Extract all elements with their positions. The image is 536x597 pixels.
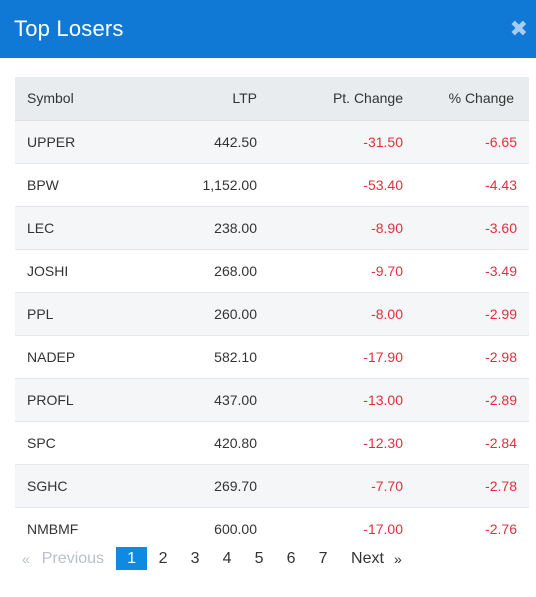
table-row[interactable]: PPL 260.00 -8.00 -2.99 [15,291,529,335]
next-arrow-icon[interactable]: » [393,550,402,567]
cell-pct-change: -2.84 [415,420,529,464]
cell-ltp: 442.50 [149,119,269,163]
cell-pt-change: -8.00 [269,291,415,335]
cell-symbol: NMBMF [15,506,149,550]
cell-ltp: 268.00 [149,248,269,292]
cell-pct-change: -4.43 [415,162,529,206]
cell-ltp: 420.80 [149,420,269,464]
table-row[interactable]: PROFL 437.00 -13.00 -2.89 [15,377,529,421]
modal-header: Top Losers ✖ [0,0,536,58]
page-button-1[interactable]: 1 [116,547,148,570]
cell-pt-change: -12.30 [269,420,415,464]
cell-pct-change: -3.49 [415,248,529,292]
cell-symbol: SGHC [15,463,149,507]
cell-symbol: UPPER [15,119,149,163]
page-button-6[interactable]: 6 [286,549,296,567]
pagination: « Previous 1 2 3 4 5 6 7 Next » [22,546,402,571]
cell-pct-change: -6.65 [415,119,529,163]
cell-ltp: 238.00 [149,205,269,249]
previous-page-button: Previous [41,549,105,567]
cell-pct-change: -3.60 [415,205,529,249]
cell-pt-change: -13.00 [269,377,415,421]
cell-ltp: 437.00 [149,377,269,421]
close-icon[interactable]: ✖ [509,16,528,41]
cell-symbol: NADEP [15,334,149,378]
page-button-3[interactable]: 3 [190,549,200,567]
cell-symbol: LEC [15,205,149,249]
column-header-symbol[interactable]: Symbol [15,77,149,121]
top-losers-table-container: Symbol LTP Pt. Change % Change UPPER 442.… [15,77,529,550]
cell-symbol: PROFL [15,377,149,421]
table-row[interactable]: NMBMF 600.00 -17.00 -2.76 [15,506,529,550]
page-button-4[interactable]: 4 [222,549,232,567]
table-row[interactable]: LEC 238.00 -8.90 -3.60 [15,205,529,249]
cell-symbol: PPL [15,291,149,335]
cell-ltp: 582.10 [149,334,269,378]
cell-pt-change: -17.00 [269,506,415,550]
cell-symbol: JOSHI [15,248,149,292]
cell-symbol: SPC [15,420,149,464]
top-losers-table: Symbol LTP Pt. Change % Change UPPER 442.… [15,77,529,550]
cell-pct-change: -2.99 [415,291,529,335]
cell-pct-change: -2.76 [415,506,529,550]
cell-pct-change: -2.89 [415,377,529,421]
table-body: UPPER 442.50 -31.50 -6.65 BPW 1,152.00 -53.40-… [15,119,529,550]
cell-ltp: 1,152.00 [149,162,269,206]
next-page-button[interactable]: Next [351,549,384,567]
column-header-pt-change[interactable]: Pt. Change [269,77,415,121]
table-row[interactable]: SPC 420.80 -12.30 -2.84 [15,420,529,464]
modal-title: Top Losers [14,16,124,41]
cell-symbol: BPW [15,162,149,206]
cell-ltp: 600.00 [149,506,269,550]
table-row[interactable]: BPW 1,152.00 -53.40 -4.43 [15,162,529,206]
cell-pt-change: -9.70 [269,248,415,292]
column-header-pct-change[interactable]: % Change [415,77,529,121]
previous-arrow-icon: « [22,550,30,567]
cell-pct-change: -2.78 [415,463,529,507]
cell-pt-change: -53.40 [269,162,415,206]
column-header-ltp[interactable]: LTP [149,77,269,121]
cell-pt-change: -7.70 [269,463,415,507]
page-button-7[interactable]: 7 [318,549,328,567]
table-row[interactable]: SGHC 269.70 -7.70 -2.78 [15,463,529,507]
cell-pt-change: -17.90 [269,334,415,378]
page-button-5[interactable]: 5 [254,549,264,567]
cell-pt-change: -8.90 [269,205,415,249]
cell-ltp: 269.70 [149,463,269,507]
cell-ltp: 260.00 [149,291,269,335]
table-row[interactable]: UPPER 442.50 -31.50 -6.65 [15,119,529,163]
cell-pt-change: -31.50 [269,119,415,163]
table-row[interactable]: JOSHI 268.00 -9.70 -3.49 [15,248,529,292]
page-button-2[interactable]: 2 [158,549,168,567]
table-row[interactable]: NADEP 582.10 -17.90 -2.98 [15,334,529,378]
table-header-row: Symbol LTP Pt. Change % Change [15,77,529,121]
cell-pct-change: -2.98 [415,334,529,378]
